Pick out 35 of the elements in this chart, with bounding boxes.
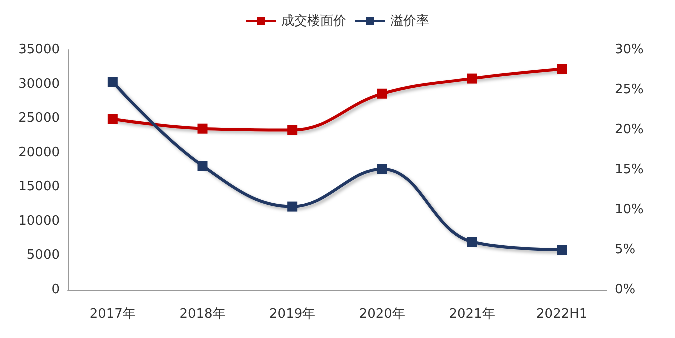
- x-tick-label: 2017年: [90, 307, 136, 322]
- y2-tick-label: 25%: [615, 82, 644, 98]
- point: [288, 202, 298, 212]
- point: [108, 77, 118, 87]
- y-tick-label: 0: [52, 282, 60, 298]
- x-tick-label: 2020年: [359, 307, 406, 322]
- x-tick-label: 2019年: [270, 307, 316, 322]
- y2-tick-label: 10%: [615, 202, 644, 218]
- point: [198, 161, 208, 171]
- y2-tick-label: 15%: [615, 162, 644, 178]
- point: [467, 237, 478, 247]
- point: [288, 125, 298, 136]
- point: [377, 164, 388, 174]
- x-tick-label: 2018年: [180, 307, 226, 322]
- y2-tick-label: 30%: [615, 42, 644, 58]
- y-tick-label: 5000: [26, 248, 60, 264]
- point: [108, 114, 118, 124]
- y-tick-label: 30000: [18, 76, 60, 92]
- x-tick-label: 2021年: [449, 307, 496, 322]
- point: [198, 124, 208, 134]
- point: [557, 64, 568, 74]
- y2-tick-label: 0%: [615, 282, 636, 298]
- y-tick-label: 10000: [18, 214, 60, 229]
- point: [467, 74, 478, 84]
- y-tick-label: 25000: [18, 111, 60, 126]
- y-tick-label: 20000: [18, 145, 60, 160]
- y2-tick-label: 5%: [615, 242, 636, 258]
- y2-tick-label: 20%: [615, 122, 644, 138]
- legend-label: 成交楼面价: [282, 13, 346, 29]
- point: [557, 245, 568, 255]
- y-tick-label: 35000: [18, 42, 60, 58]
- legend-label: 溢价率: [390, 13, 430, 29]
- x-tick-label: 2022H1: [536, 307, 588, 322]
- y-tick-label: 15000: [18, 180, 60, 195]
- point: [377, 88, 388, 99]
